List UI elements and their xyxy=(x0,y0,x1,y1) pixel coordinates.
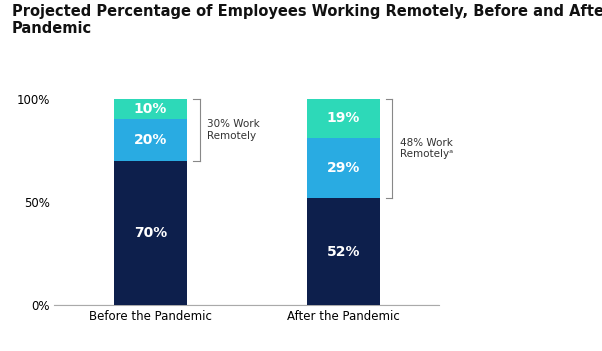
Bar xyxy=(114,119,187,161)
Text: Projected Percentage of Employees Working Remotely, Before and After the
Pandemi: Projected Percentage of Employees Workin… xyxy=(12,4,602,36)
Bar xyxy=(114,99,187,119)
Bar xyxy=(306,138,380,198)
Text: 10%: 10% xyxy=(134,102,167,116)
Bar xyxy=(306,198,380,305)
Text: 70%: 70% xyxy=(134,226,167,240)
Bar xyxy=(306,99,380,138)
Bar xyxy=(114,161,187,305)
Text: 52%: 52% xyxy=(326,245,360,259)
Text: 20%: 20% xyxy=(134,133,167,147)
Text: 30% Work
Remotely: 30% Work Remotely xyxy=(207,119,260,140)
Text: 19%: 19% xyxy=(326,111,360,125)
Text: 29%: 29% xyxy=(326,161,360,175)
Text: 48% Work
Remotelyᵃ: 48% Work Remotelyᵃ xyxy=(400,138,453,159)
